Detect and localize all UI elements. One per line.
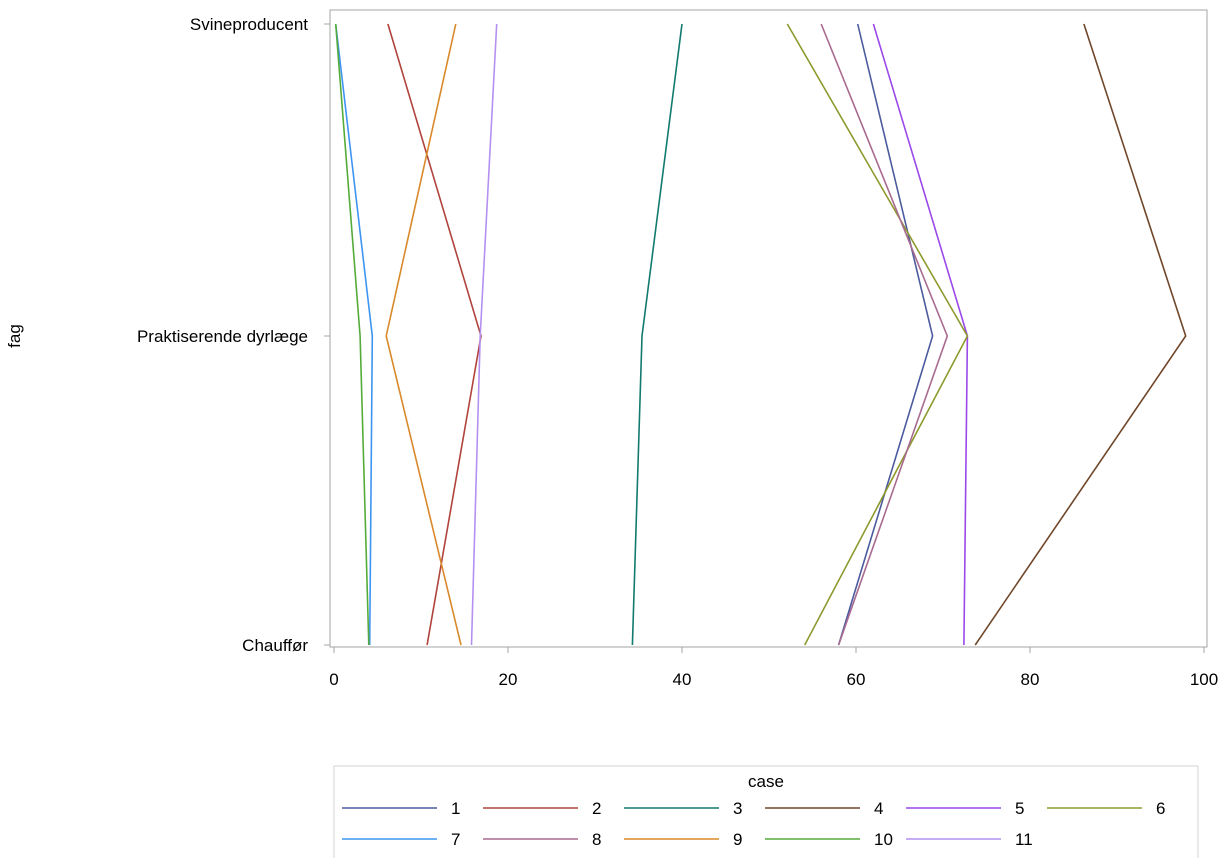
legend-label: 10	[874, 830, 893, 849]
legend-item-8: 8	[483, 830, 601, 849]
legend-label: 9	[733, 830, 742, 849]
legend-title: case	[748, 772, 784, 791]
legend-item-3: 3	[624, 799, 742, 818]
legend-label: 5	[1015, 799, 1024, 818]
legend-items: 1 2 3 4 5 6 7 8 9 10 11	[342, 799, 1165, 849]
series-line-11	[470, 23, 498, 646]
y-axis: Svineproducent Praktiserende dyrlæge Chauf…	[137, 15, 330, 655]
legend-label: 7	[451, 830, 460, 849]
x-axis: 0 20 40 60 80 100	[329, 647, 1218, 689]
legend-item-2: 2	[483, 799, 601, 818]
y-tick-label: Chauffør	[242, 636, 308, 655]
x-tick-label: 60	[847, 670, 866, 689]
legend-item-7: 7	[342, 830, 460, 849]
series-line-4	[974, 23, 1187, 646]
legend-item-11: 11	[906, 830, 1033, 849]
series-line-8	[820, 23, 949, 646]
legend: case 1 2 3 4 5 6 7 8 9 10 11	[333, 765, 1199, 858]
plot-frame	[329, 9, 1208, 648]
legend-item-10: 10	[765, 830, 893, 849]
legend-item-1: 1	[342, 799, 460, 818]
series-line-5	[872, 23, 969, 646]
legend-label: 8	[592, 830, 601, 849]
x-tick-label: 20	[499, 670, 518, 689]
legend-label: 6	[1156, 799, 1165, 818]
legend-item-4: 4	[765, 799, 883, 818]
legend-item-6: 6	[1047, 799, 1165, 818]
series-line-10	[334, 23, 370, 646]
series-line-9	[385, 23, 462, 646]
legend-label: 4	[874, 799, 883, 818]
series-line-3	[631, 23, 683, 646]
series-line-7	[334, 23, 374, 646]
x-tick-label: 0	[329, 670, 338, 689]
legend-item-9: 9	[624, 830, 742, 849]
series-line-1	[837, 23, 934, 646]
y-axis-title: fag	[5, 324, 24, 348]
series-layer	[334, 23, 1187, 646]
legend-label: 11	[1015, 830, 1033, 849]
y-tick-label: Praktiserende dyrlæge	[137, 327, 308, 346]
series-line-6	[786, 23, 969, 646]
legend-item-5: 5	[906, 799, 1024, 818]
x-tick-label: 40	[673, 670, 692, 689]
x-tick-label: 80	[1021, 670, 1040, 689]
legend-label: 2	[592, 799, 601, 818]
x-tick-label: 100	[1190, 670, 1218, 689]
legend-label: 1	[451, 799, 460, 818]
legend-label: 3	[733, 799, 742, 818]
legend-frame	[333, 765, 1199, 858]
y-tick-label: Svineproducent	[190, 15, 308, 34]
